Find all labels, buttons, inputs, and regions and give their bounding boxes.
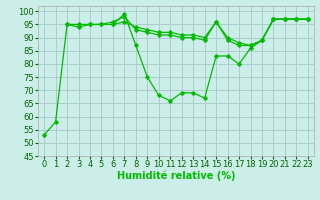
X-axis label: Humidité relative (%): Humidité relative (%) [117, 171, 235, 181]
